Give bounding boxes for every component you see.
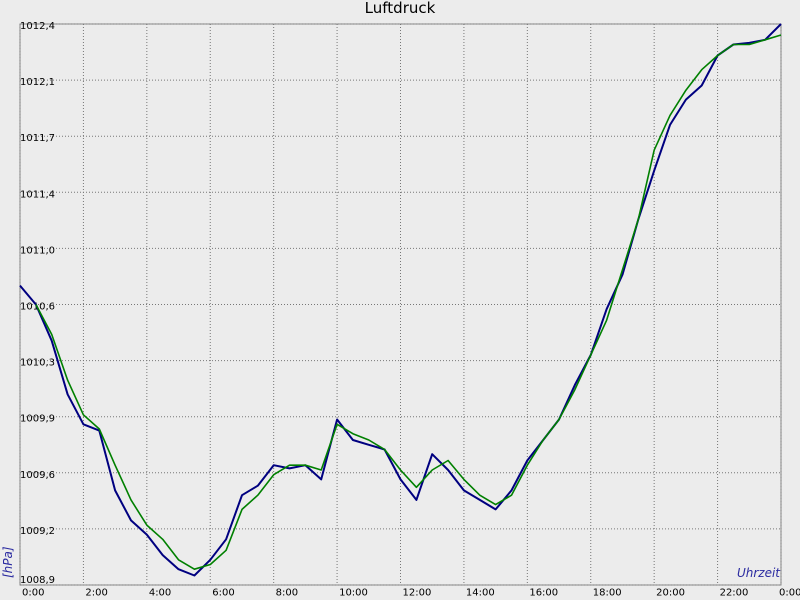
x-tick-label: 4:00	[149, 587, 171, 598]
chart-title: Luftdruck	[365, 0, 436, 17]
x-tick-label: 16:00	[529, 587, 558, 598]
x-tick-label: 2:00	[85, 587, 107, 598]
x-tick-label: 8:00	[276, 587, 298, 598]
x-tick-label: 14:00	[466, 587, 495, 598]
x-axis-label: Uhrzeit	[737, 566, 781, 580]
y-tick-label: 1009,6	[20, 470, 55, 481]
x-tick-label: 22:00	[720, 587, 749, 598]
x-tick-label: 18:00	[593, 587, 622, 598]
y-tick-label: 1009,2	[20, 526, 55, 537]
x-tick-label: 0:00	[22, 587, 44, 598]
series-line	[19, 23, 782, 577]
y-axis-label: [hPa]	[1, 546, 15, 578]
x-tick-label: 0:00	[779, 587, 800, 598]
y-tick-label: 1009,9	[20, 414, 55, 425]
x-tick-label: 6:00	[212, 587, 234, 598]
y-tick-label: 1012,1	[20, 77, 55, 88]
y-tick-label: 1010,3	[20, 358, 55, 369]
x-tick-label: 10:00	[339, 587, 368, 598]
y-tick-label: 1012,4	[20, 21, 55, 32]
x-tick-label: 12:00	[403, 587, 432, 598]
y-tick-label: 1011,4	[20, 189, 55, 200]
y-tick-label: 1011,0	[20, 245, 55, 256]
series-line	[35, 34, 782, 570]
x-tick-label: 20:00	[656, 587, 685, 598]
y-tick-label: 1008,9	[20, 575, 55, 586]
y-tick-label: 1011,7	[20, 133, 55, 144]
